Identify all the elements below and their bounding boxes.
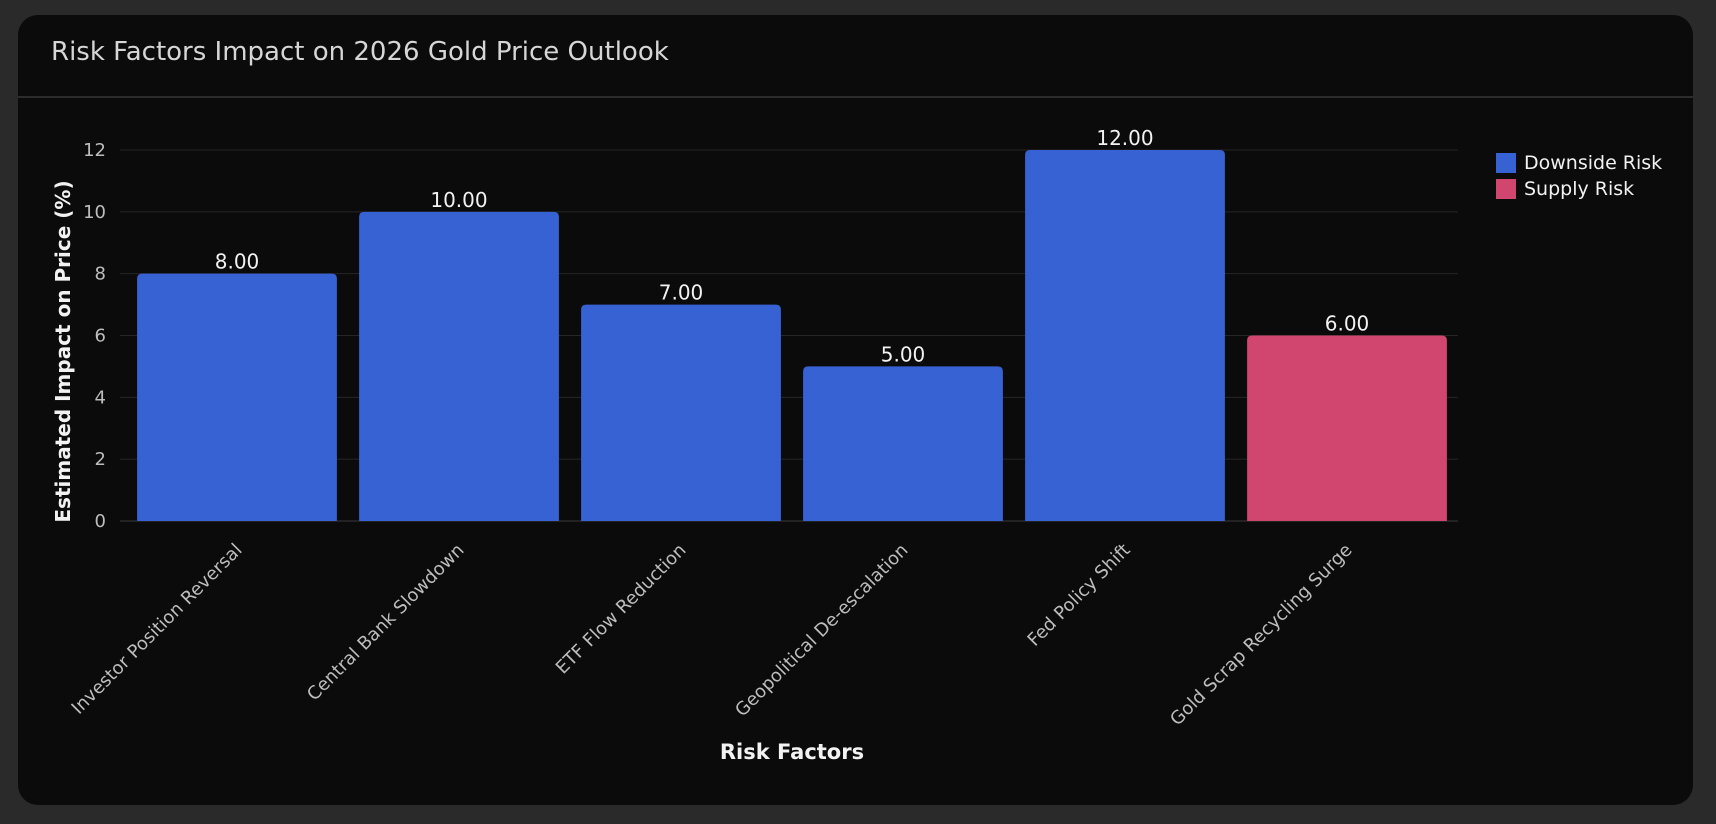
x-tick-label: Gold Scrap Recycling Surge [1166,540,1356,730]
grid-lines [120,149,1458,522]
bar-value-label: 10.00 [430,188,487,212]
bar[interactable] [581,304,781,521]
bar[interactable] [1247,335,1447,522]
y-tick-label: 8 [95,264,106,285]
x-axis: Investor Position Reversal Central Bank S… [68,540,1357,730]
legend-swatch [1496,179,1516,199]
x-tick-label: Fed Policy Shift [1024,540,1135,651]
bar[interactable] [137,273,337,521]
x-axis-label: Risk Factors [720,740,864,764]
bar-value-label: 6.00 [1325,312,1370,336]
y-axis: 0 2 4 6 8 10 12 [83,140,106,532]
card-header: Risk Factors Impact on 2026 Gold Price O… [18,15,1693,98]
y-axis-label: Estimated Impact on Price (%) [51,180,75,522]
bar-chart: 8.00 10.00 7.00 5.00 12.00 6.00 0 2 4 6 8 10 12 Inv… [51,126,1662,764]
legend-swatch [1496,153,1516,173]
chart-title: Risk Factors Impact on 2026 Gold Price O… [51,37,669,67]
y-tick-label: 0 [95,511,106,532]
bar-value-label: 12.00 [1096,126,1153,150]
y-tick-label: 10 [83,202,106,223]
legend-label[interactable]: Downside Risk [1524,152,1662,174]
bar[interactable] [359,211,559,522]
legend: Downside Risk Supply Risk [1496,152,1662,200]
legend-label[interactable]: Supply Risk [1524,178,1634,200]
x-tick-label: Central Bank Slowdown [303,540,468,705]
chart-card: Risk Factors Impact on 2026 Gold Price O… [18,15,1693,805]
bar-value-label: 5.00 [881,342,926,366]
bar[interactable] [1025,150,1225,521]
y-tick-label: 4 [95,387,106,408]
y-tick-label: 12 [83,140,106,161]
y-tick-label: 6 [95,326,106,347]
bars [137,150,1447,522]
value-labels: 8.00 10.00 7.00 5.00 12.00 6.00 [215,126,1370,366]
x-tick-label: ETF Flow Reduction [552,540,691,679]
bar-value-label: 8.00 [215,250,260,274]
y-tick-label: 2 [95,449,106,470]
bar-value-label: 7.00 [659,281,704,305]
bar[interactable] [803,366,1003,521]
x-tick-label: Geopolitical De-escalation [731,540,912,721]
x-tick-label: Investor Position Reversal [68,540,247,719]
